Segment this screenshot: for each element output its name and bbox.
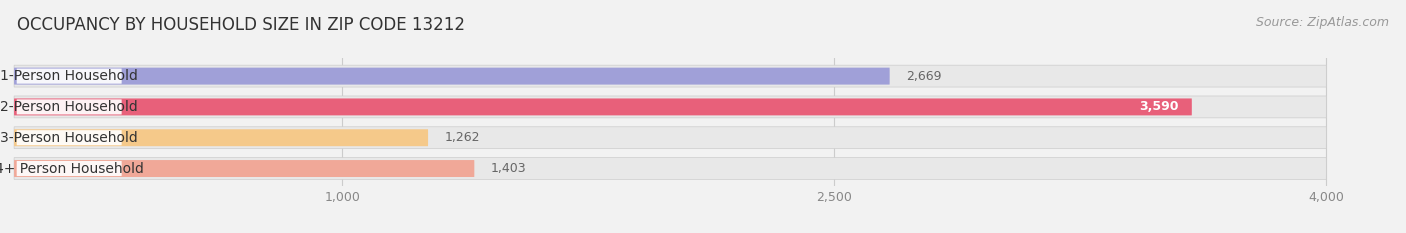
Text: 1-Person Household: 1-Person Household: [0, 69, 138, 83]
FancyBboxPatch shape: [14, 96, 1326, 118]
Text: OCCUPANCY BY HOUSEHOLD SIZE IN ZIP CODE 13212: OCCUPANCY BY HOUSEHOLD SIZE IN ZIP CODE …: [17, 16, 465, 34]
FancyBboxPatch shape: [14, 99, 1192, 115]
FancyBboxPatch shape: [14, 127, 1326, 149]
Text: 3,590: 3,590: [1139, 100, 1178, 113]
FancyBboxPatch shape: [17, 99, 122, 114]
FancyBboxPatch shape: [14, 158, 1326, 179]
FancyBboxPatch shape: [14, 65, 1326, 87]
FancyBboxPatch shape: [17, 130, 122, 145]
Text: 2-Person Household: 2-Person Household: [0, 100, 138, 114]
FancyBboxPatch shape: [14, 68, 890, 85]
Text: 1,262: 1,262: [444, 131, 479, 144]
Text: 4+ Person Household: 4+ Person Household: [0, 161, 143, 175]
Text: 1,403: 1,403: [491, 162, 526, 175]
Text: Source: ZipAtlas.com: Source: ZipAtlas.com: [1256, 16, 1389, 29]
FancyBboxPatch shape: [14, 129, 427, 146]
FancyBboxPatch shape: [14, 160, 474, 177]
Text: 2,669: 2,669: [905, 70, 942, 83]
FancyBboxPatch shape: [17, 69, 122, 84]
FancyBboxPatch shape: [17, 161, 122, 176]
Text: 3-Person Household: 3-Person Household: [0, 131, 138, 145]
